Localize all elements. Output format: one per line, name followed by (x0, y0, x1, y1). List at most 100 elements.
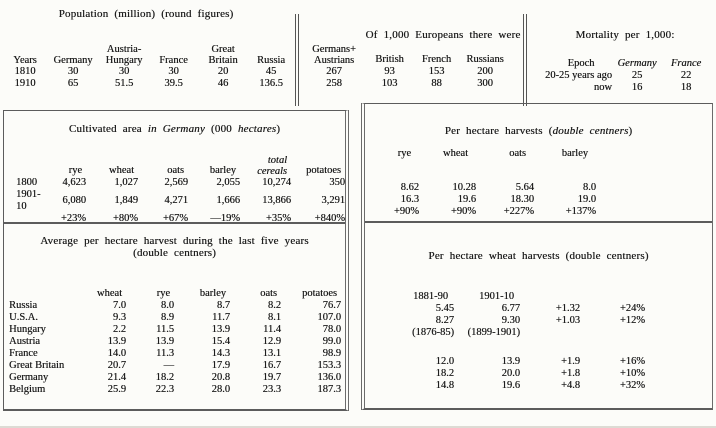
table-row: 1810 30 30 30 20 45 (4, 66, 295, 78)
cell: (1899-1901) (467, 327, 521, 339)
cultivated-header-row: rye wheat oats barley total cereals pota… (4, 149, 345, 177)
col-header: total cereals (257, 154, 287, 177)
per-hectare-harvests-table: rye wheat oats barley 8.62 10.28 5.64 8.… (369, 148, 596, 218)
row-label: 1800 (16, 177, 37, 189)
population-title: Population (million) (round figures) (58, 8, 234, 20)
col-header: France (159, 54, 188, 66)
cell: 46 (217, 78, 229, 90)
col-header: Germany (617, 58, 657, 70)
cell: 20.0 (501, 368, 520, 380)
title-text: double centners (552, 125, 629, 137)
cell: 14.0 (107, 348, 126, 360)
cell: 16 (631, 82, 643, 94)
cell (580, 327, 645, 339)
col-header: potatoes (302, 288, 337, 300)
cell: (1876-85) (412, 327, 454, 339)
table-row: 1901-10 6,080 1,849 4,271 1,666 13,866 3… (4, 189, 345, 213)
table-row: 1800 4,623 1,027 2,569 2,055 10,274 350 (4, 177, 345, 189)
cell: 136.0 (317, 372, 341, 384)
cell: 11.5 (156, 324, 174, 336)
cell: +137% (565, 206, 596, 218)
right-column-box: Per hectare harvests (double centners) r… (361, 103, 713, 410)
cell: 9.3 (112, 312, 126, 324)
europeans-header-row: Germans+ Austrians British French Russia… (302, 40, 510, 66)
cultivated-area-section: Cultivated area in Germany (000 hectares… (4, 111, 345, 225)
cell: 8.7 (216, 300, 230, 312)
cell: 2.2 (112, 324, 126, 336)
vertical-divider (523, 14, 527, 106)
population-header-row: Years Germany Austria- Hungary France Gr… (4, 40, 295, 66)
cell: 12.0 (435, 356, 454, 368)
cell: 76.7 (322, 300, 341, 312)
average-harvest-table: wheat rye barley oats potatoes Russia 7.… (9, 286, 341, 396)
cell: 19.6 (457, 194, 476, 206)
row-label: U.S.A. (9, 312, 38, 324)
title-text: Cultivated area (68, 123, 148, 135)
table-row: Germany 21.4 18.2 20.8 19.7 136.0 (9, 372, 341, 384)
cell: +227% (503, 206, 534, 218)
cell: 13.9 (107, 336, 126, 348)
table-row: 267 93 153 200 (302, 66, 510, 78)
cell: +1.32 (555, 303, 580, 315)
cell: 65 (67, 78, 79, 90)
spacer-row (385, 339, 645, 356)
col-header (9, 286, 82, 300)
cell: 11.3 (156, 348, 174, 360)
cell: 30 (118, 66, 130, 78)
title-text: hectares (237, 123, 277, 135)
cell: 350 (329, 177, 345, 189)
col-header (580, 289, 645, 303)
cell: 16.7 (262, 360, 281, 372)
col-header: British (375, 54, 404, 66)
cell: 23.3 (262, 384, 281, 396)
cell: +12% (619, 315, 645, 327)
title-text: (000 (204, 123, 238, 135)
cell: 10.28 (452, 182, 476, 194)
cell: +35% (265, 212, 291, 224)
col-header: barley (199, 288, 226, 300)
cell: +10% (619, 368, 645, 380)
cell: 13.1 (262, 348, 281, 360)
cell: 20 (217, 66, 229, 78)
col-header: oats (167, 165, 184, 177)
col-header: wheat (108, 165, 134, 177)
cell: 258 (326, 78, 342, 90)
cell: 25 (631, 70, 643, 82)
europeans-table: Germans+ Austrians British French Russia… (302, 40, 510, 90)
cell: 267 (326, 66, 342, 78)
cell: 8.0 (582, 182, 596, 194)
cell: +1.9 (560, 356, 580, 368)
cell: 15.4 (211, 336, 230, 348)
row-label: Belgium (9, 384, 46, 396)
average-harvest-section: Average per hectare harvest during the l… (4, 224, 345, 409)
table-row: 1910 65 51.5 39.5 46 136.5 (4, 78, 295, 90)
table-row: +90% +90% +227% +137% (369, 206, 596, 218)
row-label: 1901-10 (16, 189, 41, 212)
cell: 22 (680, 70, 692, 82)
table-row: Hungary 2.2 11.5 13.9 11.4 78.0 (9, 324, 341, 336)
cell: 9.30 (501, 315, 520, 327)
col-header: wheat (96, 288, 122, 300)
col-header: barley (209, 165, 236, 177)
left-column-box: Cultivated area in Germany (000 hectares… (3, 110, 349, 411)
cell: 18.2 (435, 368, 454, 380)
mortality-title: Mortality per 1,000: (575, 29, 675, 41)
col-header: rye (68, 165, 82, 177)
cell: +1.03 (555, 315, 580, 327)
table-row: 18.2 20.0 +1.8 +10% (385, 368, 645, 380)
cell: 14.8 (435, 380, 454, 392)
col-header: French (421, 54, 452, 66)
cell: +90% (450, 206, 476, 218)
cell: 1,849 (114, 194, 138, 206)
cell: +32% (619, 380, 645, 392)
population-section: Population (million) (round figures) Yea… (0, 0, 297, 108)
col-header: rye (397, 148, 411, 159)
population-table: Years Germany Austria- Hungary France Gr… (4, 40, 295, 90)
cell: +80% (112, 212, 138, 224)
cell: 93 (384, 66, 395, 78)
cell: 107.0 (317, 312, 341, 324)
cell: +24% (619, 303, 645, 315)
cell: 18.30 (510, 194, 534, 206)
average-harvest-title-line2: (double centners) (132, 247, 217, 259)
row-label (4, 213, 46, 225)
